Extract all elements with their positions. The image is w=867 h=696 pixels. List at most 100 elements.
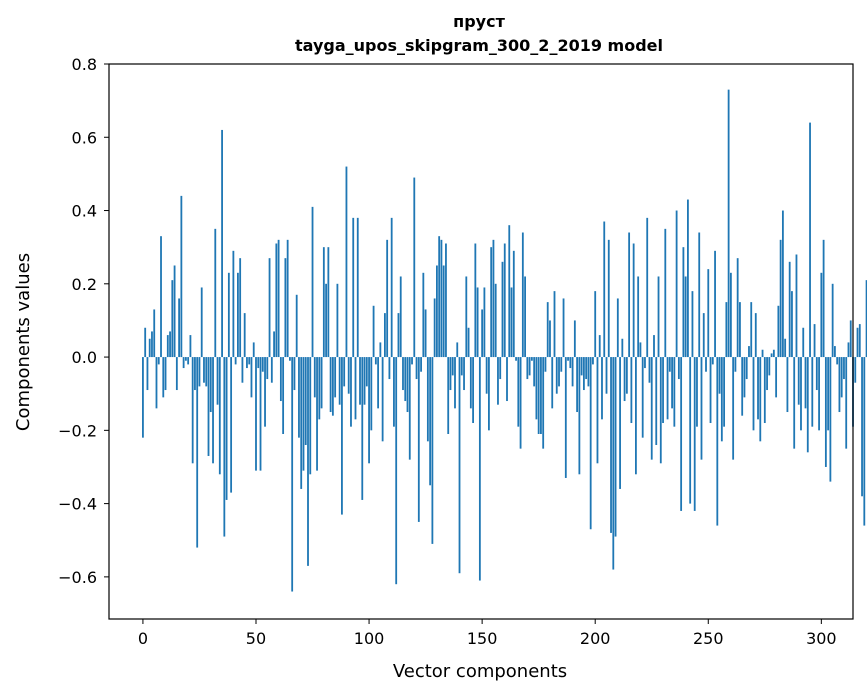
bar-115 <box>402 357 404 391</box>
bar-304 <box>829 357 832 482</box>
bar-50 <box>255 357 257 471</box>
bar-99 <box>365 357 368 387</box>
bar-201 <box>596 357 599 464</box>
bar-318 <box>861 357 863 497</box>
bar-244 <box>693 357 696 511</box>
bar-79 <box>320 357 323 409</box>
bar-269 <box>750 302 753 358</box>
bar-282 <box>779 239 782 358</box>
bar-242 <box>689 357 692 504</box>
bar-293 <box>804 357 807 409</box>
bar-78 <box>318 357 321 420</box>
y-tick-label: 0.4 <box>72 202 97 221</box>
bar-118 <box>408 357 411 460</box>
bar-174 <box>535 357 538 420</box>
bar-38 <box>227 272 230 358</box>
bar-281 <box>777 305 780 358</box>
bar-84 <box>331 357 334 416</box>
bar-70 <box>300 357 303 489</box>
bar-196 <box>585 357 588 380</box>
bar-5 <box>153 309 156 358</box>
bar-132 <box>440 239 443 358</box>
bar-180 <box>549 320 551 358</box>
x-axis-ticks: 0 50 100 150 200 250 300 <box>138 619 837 648</box>
bar-29 <box>207 357 210 456</box>
bar-162 <box>508 225 511 358</box>
bar-167 <box>519 357 522 449</box>
bar-257 <box>723 357 726 427</box>
bar-76 <box>313 357 316 398</box>
bar-66 <box>291 357 294 592</box>
bar-311 <box>845 357 848 449</box>
bar-11 <box>166 335 169 358</box>
bar-253 <box>714 250 716 358</box>
bar-186 <box>562 298 565 358</box>
bar-275 <box>763 357 766 424</box>
bar-45 <box>243 313 246 358</box>
bar-8 <box>160 236 162 358</box>
bar-153 <box>488 357 490 431</box>
bar-108 <box>386 239 389 358</box>
bar-101 <box>370 357 373 431</box>
bar-74 <box>309 357 312 475</box>
bar-30 <box>209 357 212 413</box>
bar-142 <box>463 357 465 391</box>
x-tick-label: 150 <box>467 629 498 648</box>
bar-147 <box>474 243 477 358</box>
bar-69 <box>298 357 300 438</box>
bar-176 <box>540 357 542 434</box>
bar-12 <box>169 331 171 358</box>
bar-208 <box>612 357 615 570</box>
y-tick-label: −0.6 <box>58 568 97 587</box>
bar-165 <box>515 357 517 361</box>
bar-129 <box>433 298 436 358</box>
bar-298 <box>815 357 818 391</box>
bar-271 <box>754 313 757 358</box>
bar-120 <box>413 177 416 358</box>
bar-86 <box>336 283 339 358</box>
bar-58 <box>273 331 275 358</box>
bar-173 <box>533 357 536 387</box>
bar-189 <box>569 357 572 369</box>
bar-245 <box>696 357 698 427</box>
bar-199 <box>592 357 594 365</box>
bar-68 <box>295 294 298 358</box>
bar-198 <box>589 357 592 530</box>
bar-82 <box>327 247 330 358</box>
bar-136 <box>449 357 452 391</box>
bar-248 <box>702 313 705 358</box>
x-tick-label: 0 <box>138 629 148 648</box>
bar-15 <box>175 357 178 391</box>
bar-280 <box>775 357 778 398</box>
bar-235 <box>673 357 676 427</box>
y-axis-label: Components values <box>13 253 34 431</box>
bar-191 <box>573 320 576 358</box>
bar-47 <box>248 357 251 365</box>
bar-77 <box>316 357 318 471</box>
bar-20 <box>187 357 190 365</box>
bar-229 <box>659 357 662 464</box>
bar-258 <box>725 302 728 358</box>
bar-103 <box>374 357 377 365</box>
bar-21 <box>189 335 192 358</box>
bar-54 <box>264 357 266 427</box>
bar-125 <box>424 309 427 358</box>
bar-23 <box>194 357 196 391</box>
bar-85 <box>334 357 337 398</box>
bar-110 <box>390 217 393 358</box>
bar-48 <box>250 357 253 398</box>
bar-19 <box>184 357 187 361</box>
bar-192 <box>576 357 579 413</box>
bar-283 <box>781 210 784 358</box>
bar-168 <box>521 232 524 358</box>
bar-213 <box>623 357 626 402</box>
bar-295 <box>809 122 811 358</box>
bar-28 <box>205 357 208 387</box>
bar-316 <box>856 327 859 358</box>
bar-172 <box>530 357 533 361</box>
bar-24 <box>196 357 199 548</box>
bar-150 <box>481 309 484 358</box>
bar-197 <box>587 357 590 387</box>
bar-107 <box>383 313 386 358</box>
